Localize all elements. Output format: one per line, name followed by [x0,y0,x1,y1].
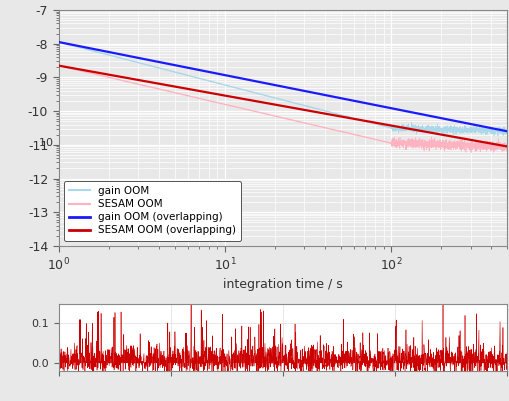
Text: $10$: $10$ [38,136,53,148]
X-axis label: integration time / s: integration time / s [223,278,342,292]
Legend: gain OOM, SESAM OOM, gain OOM (overlapping), SESAM OOM (overlapping): gain OOM, SESAM OOM, gain OOM (overlappi… [64,181,241,241]
